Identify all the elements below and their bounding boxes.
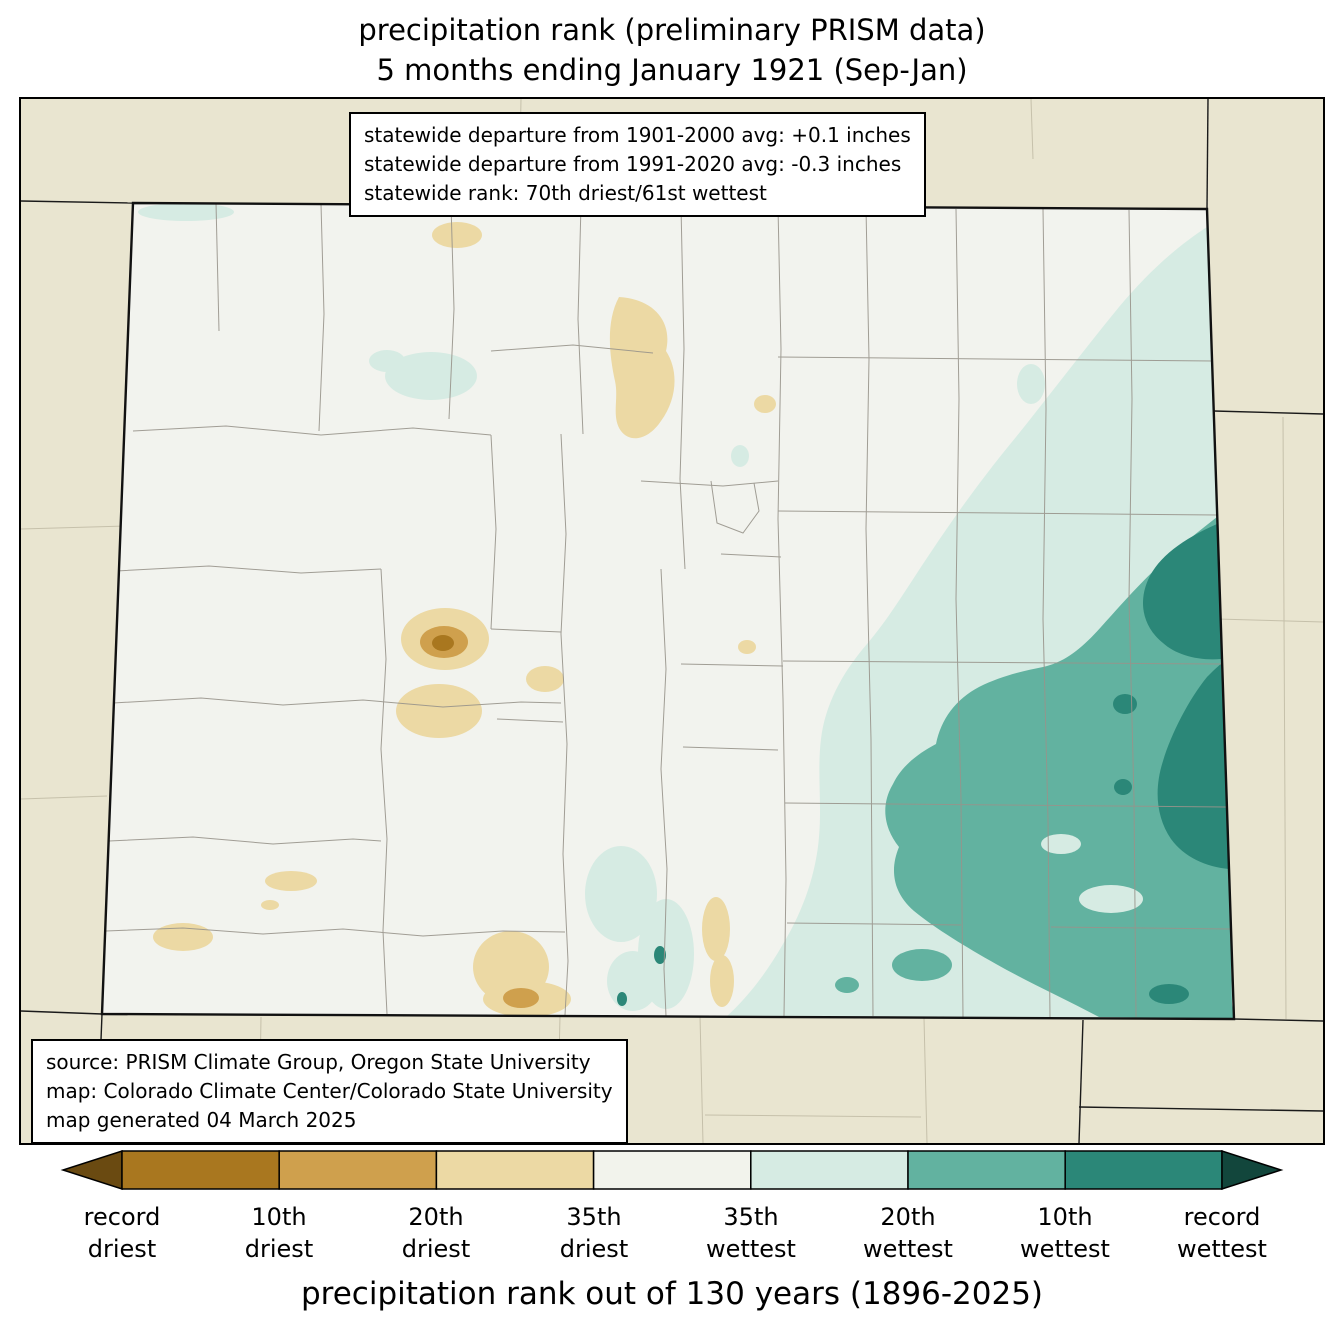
map-panel: statewide departure from 1901-2000 avg: … [19, 97, 1325, 1145]
wet-35-holes [1041, 834, 1143, 913]
map-credit-line: map: Colorado Climate Center/Colorado St… [46, 1079, 613, 1103]
colorbar-segment-dry-35 [435, 1150, 595, 1190]
colorbar-label-record-wettest: record wettest [1177, 1203, 1267, 1263]
colorbar-labels: record driest 10th driest 20th driest 35th d… [0, 1202, 1344, 1272]
statewide-stats-box: statewide departure from 1901-2000 avg: … [349, 112, 926, 217]
source-credit-box: source: PRISM Climate Group, Oregon Stat… [31, 1039, 628, 1144]
colorbar-segment-wet-35 [750, 1150, 909, 1190]
colorbar-label-20th-driest: 20th driest [401, 1203, 471, 1263]
colorbar-caption: precipitation rank out of 130 years (189… [300, 1276, 1044, 1312]
colorbar [60, 1149, 1284, 1191]
colorado-map [21, 99, 1323, 1143]
colorbar-arrow-record-driest [60, 1149, 123, 1191]
map-title-line1: precipitation rank (preliminary PRISM da… [358, 13, 986, 47]
county-lines [105, 203, 1231, 1018]
colorbar-segment-wet-20 [907, 1150, 1066, 1190]
map-title-line2: 5 months ending January 1921 (Sep-Jan) [376, 53, 968, 88]
colorbar-segment-dry-10 [121, 1150, 280, 1190]
colorbar-label-10th-driest: 10th driest [244, 1203, 314, 1263]
wet-10-region [617, 524, 1229, 1006]
generated-date-line: map generated 04 March 2025 [46, 1108, 357, 1132]
colorbar-segment-near-normal [592, 1150, 752, 1190]
dry-10-region [432, 635, 454, 651]
colorbar-label-20th-wettest: 20th wettest [863, 1203, 953, 1263]
stats-line-rank: statewide rank: 70th driest/61st wettest [364, 181, 767, 205]
wet-20-region [835, 517, 1234, 1019]
map-title: precipitation rank (preliminary PRISM da… [0, 10, 1344, 90]
colorbar-label-record-driest: record driest [83, 1203, 161, 1263]
source-line: source: PRISM Climate Group, Oregon Stat… [46, 1050, 591, 1074]
colorbar-segment-dry-20 [278, 1150, 438, 1190]
colorbar-segment-wet-10 [1064, 1150, 1223, 1190]
colorbar-arrow-record-wettest [1221, 1149, 1284, 1191]
colorbar-label-35th-driest: 35th driest [559, 1203, 629, 1263]
colorbar-label-35th-wettest: 35th wettest [706, 1203, 796, 1263]
stats-line-departure-1901-2000: statewide departure from 1901-2000 avg: … [364, 123, 911, 147]
colorbar-label-10th-wettest: 10th wettest [1020, 1203, 1110, 1263]
neighbor-state-lines [21, 99, 1323, 1143]
stats-line-departure-1991-2020: statewide departure from 1991-2020 avg: … [364, 152, 902, 176]
